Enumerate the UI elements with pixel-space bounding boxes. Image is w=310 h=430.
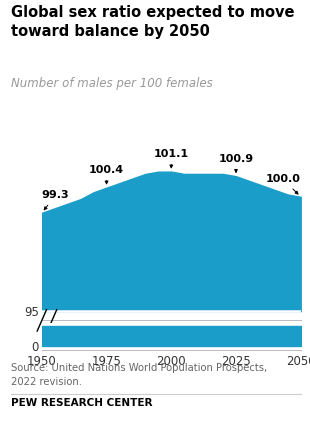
Text: 100.9: 100.9 bbox=[219, 154, 254, 172]
Text: 100.0: 100.0 bbox=[266, 174, 301, 194]
Text: PEW RESEARCH CENTER: PEW RESEARCH CENTER bbox=[11, 398, 152, 408]
Text: 101.1: 101.1 bbox=[154, 149, 189, 168]
Text: Number of males per 100 females: Number of males per 100 females bbox=[11, 77, 213, 90]
Text: Source: United Nations World Population Prospects,
2022 revision.: Source: United Nations World Population … bbox=[11, 363, 267, 387]
Text: 100.4: 100.4 bbox=[89, 165, 124, 184]
Text: Global sex ratio expected to move
toward balance by 2050: Global sex ratio expected to move toward… bbox=[11, 5, 294, 39]
Text: 99.3: 99.3 bbox=[42, 190, 69, 210]
